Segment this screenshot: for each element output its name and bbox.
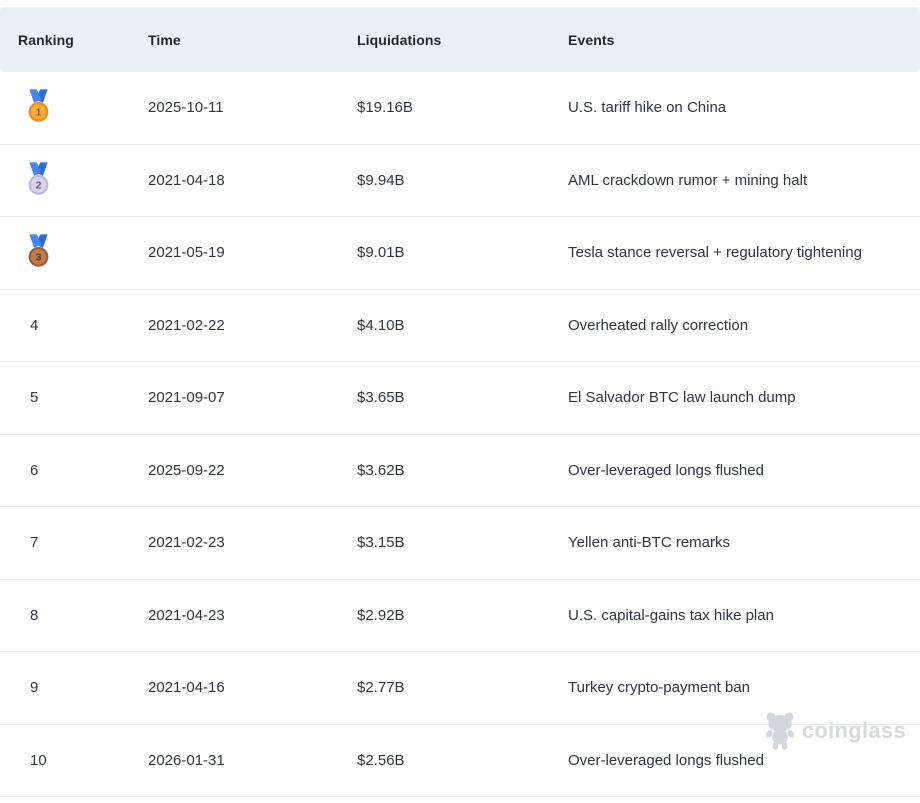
time-cell: 2021-02-23 <box>148 534 225 552</box>
liquidations-cell: $9.01B <box>357 244 405 262</box>
liquidations-cell: $2.77B <box>357 679 405 697</box>
liquidations-cell: $9.94B <box>357 171 405 189</box>
bronze-medal-icon: 3 <box>26 233 51 268</box>
coinglass-bear-icon <box>765 711 795 751</box>
liquidations-cell: $2.56B <box>357 751 405 769</box>
time-cell: 2026-01-31 <box>148 751 225 769</box>
event-cell: Turkey crypto-payment ban <box>568 679 751 697</box>
table-row: 2 2021-04-18 $9.94B AML crackdown rumor … <box>0 144 920 217</box>
rank-number: 10 <box>30 751 47 769</box>
column-header-liquidations: Liquidations <box>357 31 442 48</box>
rank-number: 9 <box>30 679 39 697</box>
ranking-cell: 6 <box>0 462 130 479</box>
time-cell: 2021-09-07 <box>148 389 225 407</box>
liquidations-cell: $3.62B <box>357 461 405 479</box>
rank-number: 5 <box>30 389 39 407</box>
table-row: 9 2021-04-16 $2.77B Turkey crypto-paymen… <box>0 652 920 725</box>
silver-medal-icon: 2 <box>26 161 51 196</box>
rank-number: 4 <box>30 316 39 334</box>
time-cell: 2025-09-22 <box>148 461 225 479</box>
time-cell: 2021-04-16 <box>148 679 225 697</box>
time-cell: 2021-02-22 <box>148 316 225 334</box>
event-cell: AML crackdown rumor + mining halt <box>568 171 808 189</box>
ranking-cell: 8 <box>0 607 130 624</box>
rank-number: 7 <box>30 534 39 552</box>
liquidations-cell: $4.10B <box>357 316 405 334</box>
liquidations-ranking-table: Ranking Time Liquidations Events 1 2025-… <box>0 7 920 797</box>
event-cell: U.S. capital-gains tax hike plan <box>568 606 774 624</box>
time-cell: 2021-04-23 <box>148 606 225 624</box>
svg-text:3: 3 <box>36 252 42 264</box>
ranking-cell: 2 <box>0 161 130 200</box>
table-row: 1 2025-10-11 $19.16B U.S. tariff hike on… <box>0 72 920 145</box>
liquidations-cell: $3.65B <box>357 389 405 407</box>
liquidations-cell: $3.15B <box>357 534 405 552</box>
coinglass-brand-text: coinglass <box>801 718 906 743</box>
svg-text:1: 1 <box>36 107 42 119</box>
ranking-cell: 7 <box>0 534 130 551</box>
column-header-ranking: Ranking <box>18 31 74 48</box>
event-cell: U.S. tariff hike on China <box>568 99 727 117</box>
table-row: 3 2021-05-19 $9.01B Tesla stance reversa… <box>0 217 920 290</box>
column-header-events: Events <box>568 31 615 48</box>
ranking-cell: 5 <box>0 389 130 406</box>
event-cell: Yellen anti-BTC remarks <box>568 534 731 552</box>
table-row: 4 2021-02-22 $4.10B Overheated rally cor… <box>0 289 920 362</box>
table-row: 8 2021-04-23 $2.92B U.S. capital-gains t… <box>0 579 920 652</box>
event-cell: El Salvador BTC law launch dump <box>568 389 796 407</box>
table-row: 7 2021-02-23 $3.15B Yellen anti-BTC rema… <box>0 507 920 580</box>
ranking-cell: 1 <box>0 88 130 127</box>
ranking-cell: 10 <box>0 752 130 769</box>
table-body: 1 2025-10-11 $19.16B U.S. tariff hike on… <box>0 72 920 797</box>
table-row: 5 2021-09-07 $3.65B El Salvador BTC law … <box>0 362 920 435</box>
event-cell: Tesla stance reversal + regulatory tight… <box>568 244 862 262</box>
coinglass-watermark[interactable]: coinglass <box>765 711 906 751</box>
ranking-cell: 9 <box>0 679 130 696</box>
liquidations-cell: $2.92B <box>357 606 405 624</box>
event-cell: Over-leveraged longs flushed <box>568 751 764 769</box>
time-cell: 2021-05-19 <box>148 244 225 262</box>
event-cell: Overheated rally correction <box>568 316 749 334</box>
time-cell: 2021-04-18 <box>148 171 225 189</box>
svg-text:2: 2 <box>36 179 42 191</box>
gold-medal-icon: 1 <box>26 88 51 123</box>
rank-number: 8 <box>30 606 39 624</box>
table-header: Ranking Time Liquidations Events <box>0 7 920 72</box>
ranking-cell: 4 <box>0 317 130 334</box>
time-cell: 2025-10-11 <box>148 99 224 117</box>
liquidations-cell: $19.16B <box>357 99 413 117</box>
table-row: 6 2025-09-22 $3.62B Over-leveraged longs… <box>0 434 920 507</box>
column-header-time: Time <box>148 31 181 48</box>
event-cell: Over-leveraged longs flushed <box>568 461 764 479</box>
ranking-cell: 3 <box>0 233 130 272</box>
rank-number: 6 <box>30 461 39 479</box>
